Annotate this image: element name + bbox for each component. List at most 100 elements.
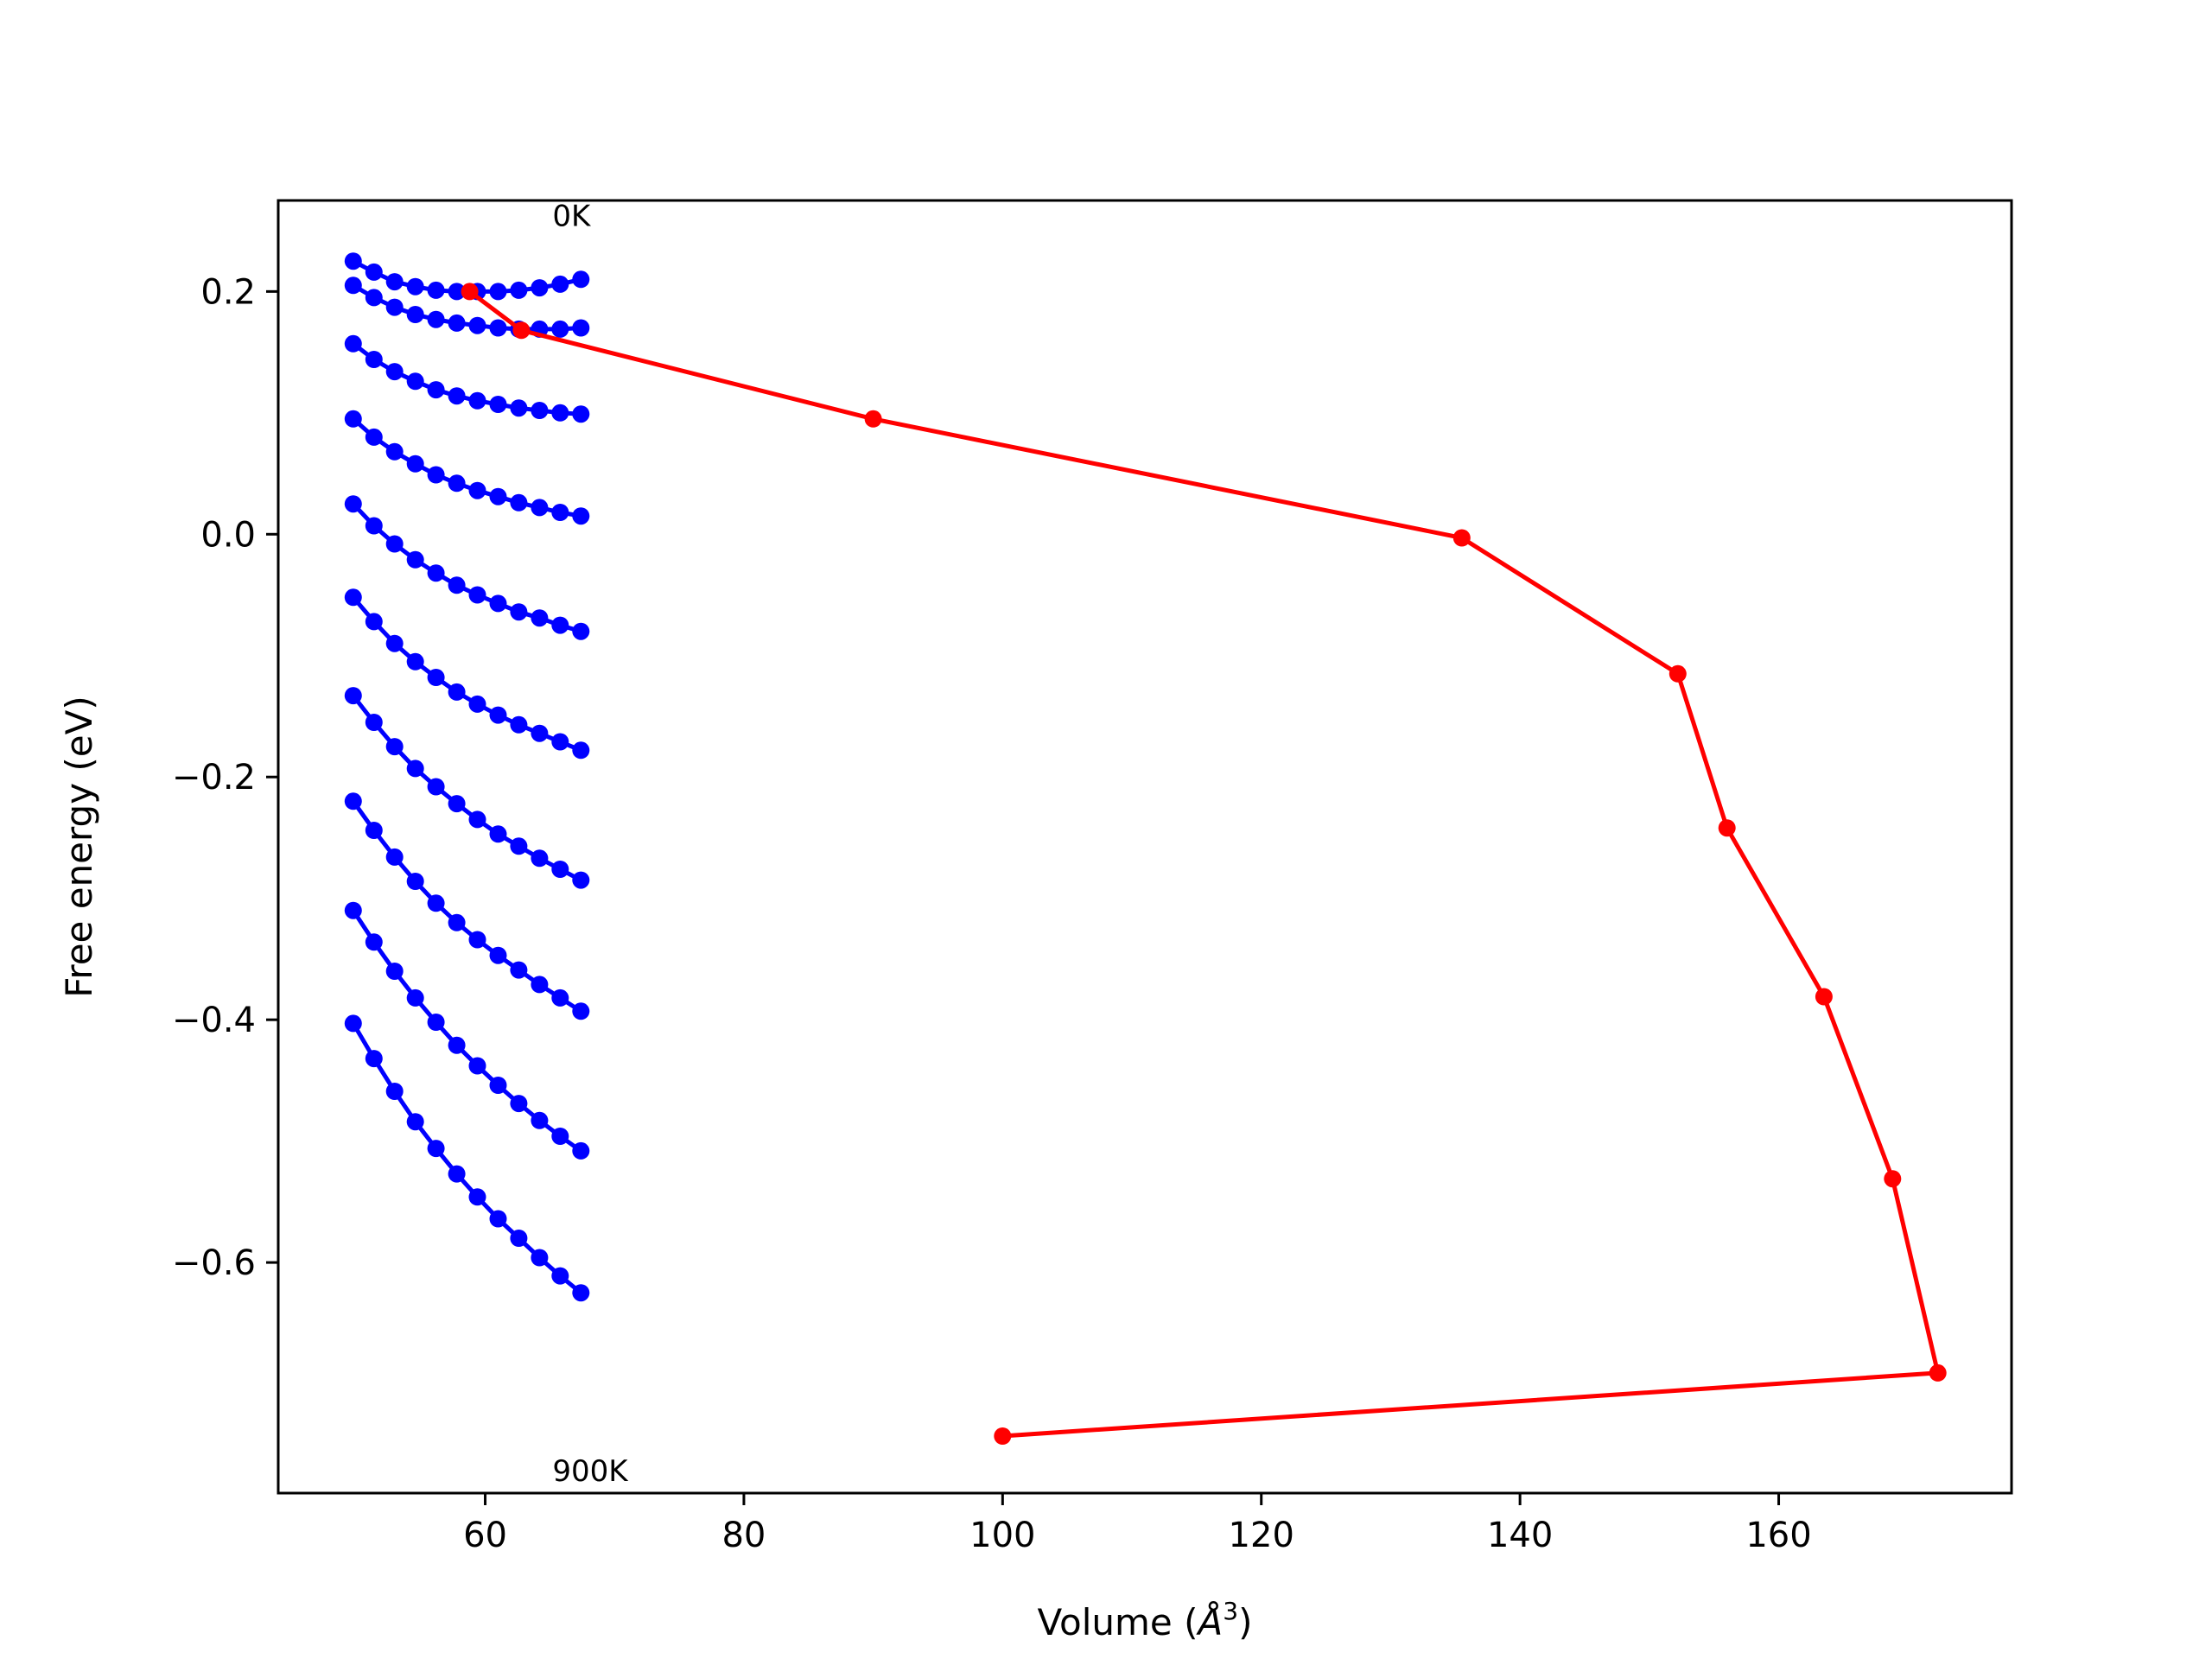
curve-3-point bbox=[427, 466, 445, 484]
curve-7-point bbox=[551, 988, 569, 1007]
curve-4-point bbox=[489, 594, 507, 613]
curve-2-point bbox=[572, 405, 590, 423]
curve-7-point bbox=[489, 946, 507, 964]
curve-3-point bbox=[489, 487, 507, 505]
curve-9-point bbox=[427, 1140, 445, 1158]
curve-3-point bbox=[448, 474, 466, 493]
curve-8-point bbox=[510, 1095, 528, 1113]
curve-0-point bbox=[551, 275, 569, 293]
curve-4-point bbox=[365, 517, 383, 535]
y-axis-ticks: 0.2 0.0 −0.2 −0.4 −0.6 bbox=[172, 272, 278, 1283]
curve-0-point bbox=[448, 283, 466, 301]
curve-9-point bbox=[572, 1284, 590, 1302]
curve-1-point bbox=[427, 310, 445, 328]
curve-2-point bbox=[468, 391, 486, 410]
curve-4-point bbox=[468, 586, 486, 604]
curve-8-point bbox=[385, 963, 404, 980]
x-tick-label: 100 bbox=[969, 1516, 1035, 1555]
curve-5-point bbox=[385, 634, 404, 652]
curve-0-point bbox=[489, 283, 507, 301]
curve-3-point bbox=[365, 428, 383, 446]
curve-6-point bbox=[427, 778, 445, 796]
annotation-label: 0K bbox=[552, 199, 592, 233]
curve-5-point bbox=[489, 706, 507, 724]
curve-3-point bbox=[510, 493, 528, 512]
curve-2-point bbox=[510, 399, 528, 417]
x-axis-label: Volume (Å3) bbox=[1038, 1597, 1253, 1643]
curve-5-point bbox=[344, 588, 362, 607]
curve-9-point bbox=[551, 1267, 569, 1285]
y-tick-label: −0.2 bbox=[172, 758, 256, 798]
curve-8-point bbox=[406, 988, 424, 1007]
minima-point bbox=[994, 1427, 1012, 1445]
curve-1-point bbox=[406, 306, 424, 323]
annotations: 0K 900K bbox=[552, 199, 629, 1488]
curve-6-point bbox=[551, 861, 569, 878]
curve-5-point bbox=[427, 669, 445, 686]
curve-9-point bbox=[385, 1083, 404, 1100]
curve-7-point bbox=[406, 873, 424, 890]
x-axis-ticks: 60 80 100 120 140 160 bbox=[463, 1493, 1812, 1555]
curve-4-point bbox=[572, 622, 590, 640]
curves-layer bbox=[344, 252, 590, 1302]
x-axis-label-end: ) bbox=[1238, 1601, 1252, 1643]
plot-frame bbox=[276, 199, 2013, 1495]
curve-0-point bbox=[427, 281, 445, 299]
curve-4-point bbox=[531, 609, 549, 627]
curve-4-point bbox=[551, 616, 569, 634]
curve-8-point bbox=[531, 1111, 549, 1129]
curve-9-point bbox=[489, 1210, 507, 1228]
curve-5-point bbox=[448, 683, 466, 701]
curve-6-point bbox=[385, 738, 404, 756]
curve-6-point bbox=[531, 849, 549, 868]
curve-8-point bbox=[468, 1057, 486, 1075]
curve-1-point bbox=[551, 320, 569, 338]
y-tick-label: −0.6 bbox=[172, 1243, 256, 1283]
minima-point bbox=[1929, 1363, 1947, 1382]
curve-6-point bbox=[468, 810, 486, 829]
curve-7-point bbox=[427, 894, 445, 912]
curve-0-point bbox=[365, 263, 383, 281]
curve-4-point bbox=[427, 564, 445, 582]
annotation-label: 900K bbox=[552, 1454, 629, 1489]
minima-point bbox=[1669, 664, 1687, 683]
curve-8-point bbox=[344, 901, 362, 919]
x-axis-label-unit: Å bbox=[1196, 1600, 1224, 1643]
curve-6-point bbox=[365, 714, 383, 731]
curve-8-point bbox=[572, 1141, 590, 1160]
x-axis-label-text: Volume ( bbox=[1038, 1601, 1198, 1643]
curve-2-point bbox=[531, 402, 549, 419]
curve-0-point bbox=[510, 281, 528, 299]
curve-3-point bbox=[406, 454, 424, 473]
minima-point bbox=[864, 410, 882, 428]
curve-1-point bbox=[448, 314, 466, 332]
x-tick-label: 60 bbox=[463, 1516, 507, 1555]
curve-8-point bbox=[489, 1077, 507, 1094]
curve-9-point bbox=[510, 1230, 528, 1247]
minima-line bbox=[468, 289, 1941, 1439]
x-tick-label: 160 bbox=[1745, 1516, 1811, 1555]
minima-point bbox=[1884, 1170, 1902, 1188]
curve-3-point bbox=[344, 410, 362, 428]
curve-1-point bbox=[572, 319, 590, 337]
curve-7-point bbox=[448, 913, 466, 931]
curve-6-point bbox=[489, 825, 507, 843]
curve-0-point bbox=[406, 277, 424, 296]
curve-3-point bbox=[385, 442, 404, 461]
curve-5-point bbox=[510, 715, 528, 734]
curve-4-point bbox=[385, 535, 404, 553]
minima-layer bbox=[461, 283, 1947, 1445]
curve-7-point bbox=[531, 976, 549, 994]
curve-4-point bbox=[448, 576, 466, 594]
curve-6-point bbox=[406, 760, 424, 778]
curve-1-point bbox=[385, 298, 404, 316]
curve-9-point bbox=[448, 1165, 466, 1183]
curve-6-point bbox=[344, 687, 362, 705]
curve-5-point bbox=[551, 733, 569, 751]
curve-3-point bbox=[572, 507, 590, 525]
curve-6-point bbox=[448, 795, 466, 813]
curve-6-point bbox=[510, 837, 528, 855]
curve-7-point bbox=[468, 931, 486, 949]
curve-5-point bbox=[468, 695, 486, 713]
curve-0-point bbox=[572, 270, 590, 289]
